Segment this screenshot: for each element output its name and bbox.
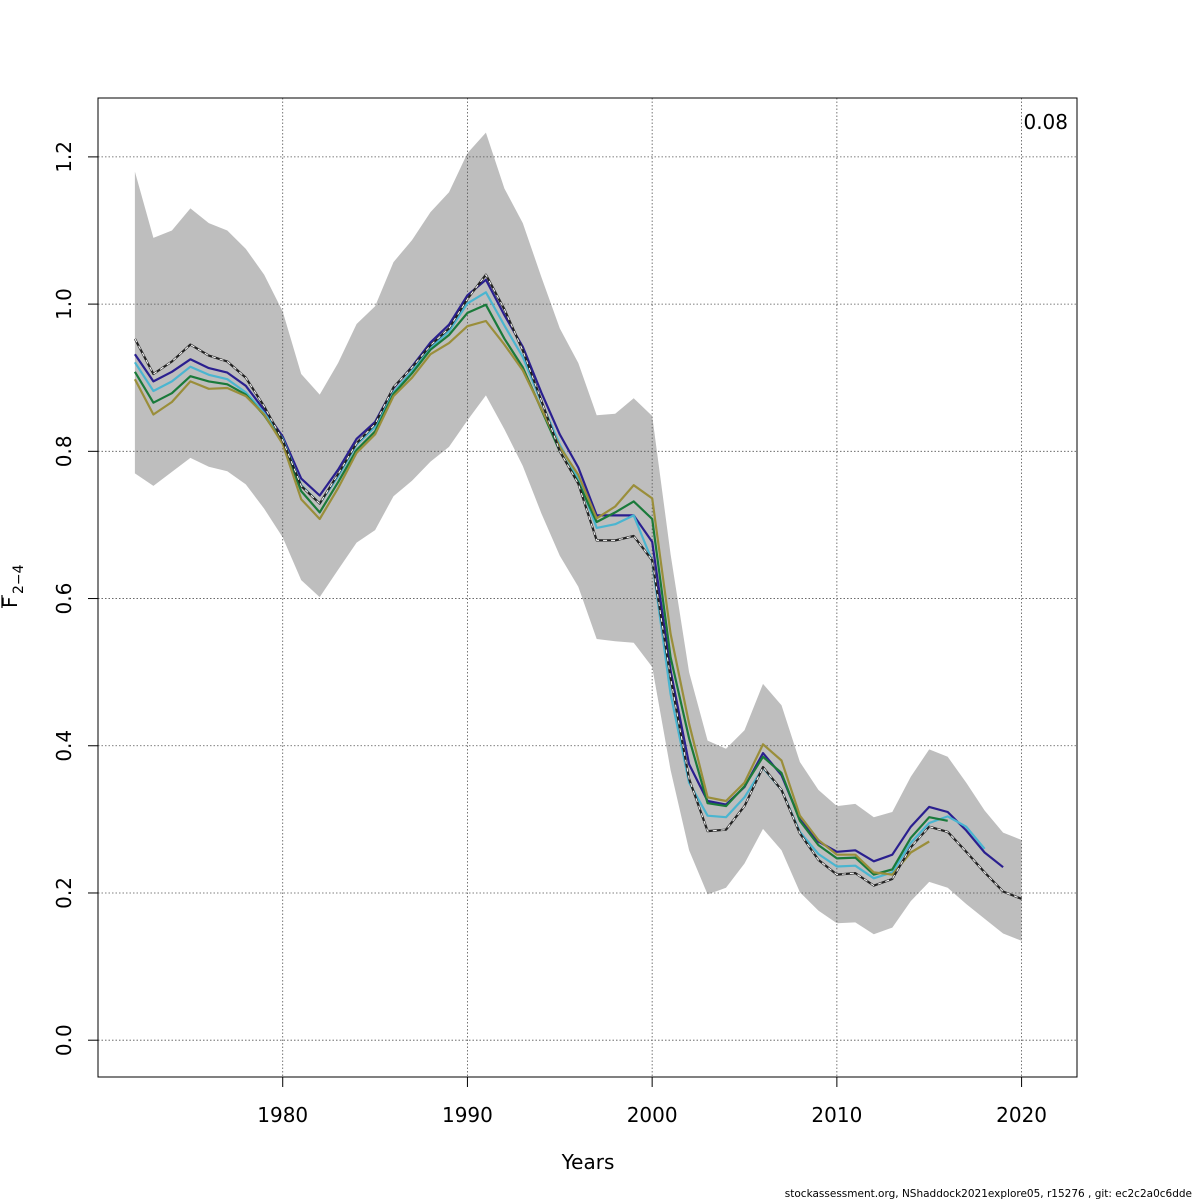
y-tick-label: 0.0 bbox=[52, 1024, 76, 1056]
x-tick-label: 1990 bbox=[442, 1103, 493, 1127]
y-tick-label: 0.8 bbox=[52, 435, 76, 467]
y-tick-label: 0.6 bbox=[52, 583, 76, 615]
series-line-base-run-dash bbox=[134, 273, 1022, 900]
y-axis-title-subscript: 2−4 bbox=[11, 564, 27, 594]
series-line-peel-1 bbox=[133, 278, 1004, 869]
y-tick-label-group: 1.2 bbox=[52, 141, 76, 173]
y-tick-label-group: 0.2 bbox=[52, 877, 76, 909]
confidence-band bbox=[134, 132, 1022, 941]
y-axis-title: F 2−4 bbox=[0, 564, 27, 608]
x-axis-title: Years bbox=[561, 1150, 615, 1174]
y-tick-label: 0.4 bbox=[52, 730, 76, 762]
y-tick-label-group: 0.0 bbox=[52, 1024, 76, 1056]
y-tick-label-group: 0.8 bbox=[52, 435, 76, 467]
corner-annotation: 0.08 bbox=[1023, 110, 1068, 134]
x-tick-label: 1980 bbox=[257, 1103, 308, 1127]
series-layer bbox=[133, 273, 1023, 900]
y-tick-label-group: 1.0 bbox=[52, 288, 76, 320]
series-line-peel-4 bbox=[133, 319, 930, 876]
y-axis-title-main: F bbox=[0, 596, 22, 608]
y-tick-label: 0.2 bbox=[52, 877, 76, 909]
y-tick-label: 1.2 bbox=[52, 141, 76, 173]
footer-credit: stockassessment.org, NShaddock2021explor… bbox=[785, 1188, 1192, 1200]
x-tick-label: 2020 bbox=[996, 1103, 1047, 1127]
y-tick-label-group: 0.4 bbox=[52, 730, 76, 762]
plot-frame bbox=[97, 97, 1078, 1078]
y-tick-label-group: 0.6 bbox=[52, 583, 76, 615]
grid-layer bbox=[98, 98, 1077, 1077]
x-tick-label: 2000 bbox=[627, 1103, 678, 1127]
axis-layer: 1980 1990 2000 2010 2020 0.0 0.2 0.4 0.6 0.8 1.0 1.… bbox=[52, 141, 1047, 1127]
x-tick-label: 2010 bbox=[811, 1103, 862, 1127]
y-tick-label: 1.0 bbox=[52, 288, 76, 320]
confidence-band-layer bbox=[134, 132, 1022, 941]
